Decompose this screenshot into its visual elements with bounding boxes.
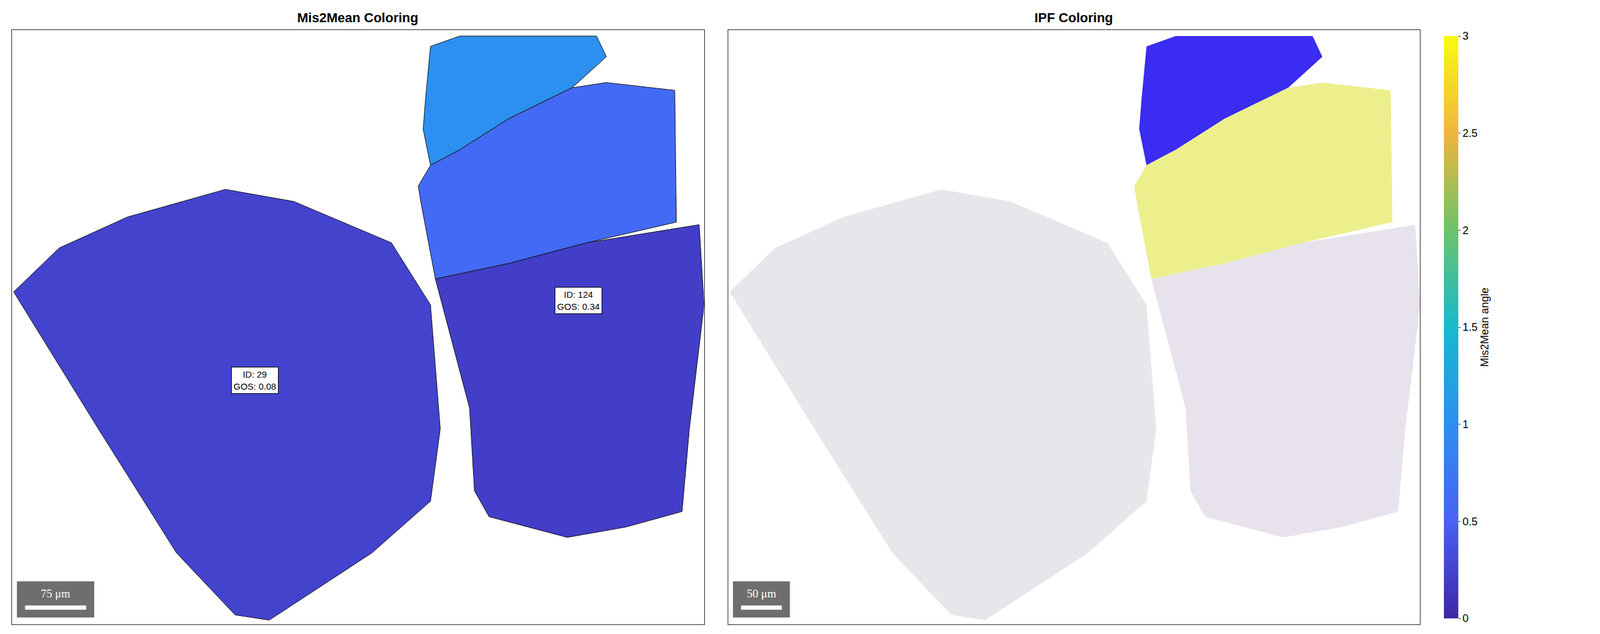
svg-text:1.5: 1.5 (1462, 321, 1478, 334)
svg-text:Mis2Mean Coloring: Mis2Mean Coloring (297, 10, 419, 26)
svg-text:1: 1 (1462, 418, 1469, 431)
svg-text:0.5: 0.5 (1462, 515, 1478, 528)
svg-text:Mis2Mean angle: Mis2Mean angle (1478, 287, 1491, 367)
svg-text:3: 3 (1462, 30, 1469, 43)
svg-text:2.5: 2.5 (1462, 127, 1478, 140)
svg-text:ID: 29GOS: 0.08: ID: 29GOS: 0.08 (233, 369, 277, 392)
svg-text:75 μm: 75 μm (40, 587, 71, 600)
svg-text:IPF Coloring: IPF Coloring (1034, 10, 1114, 26)
svg-text:ID: 124GOS: 0.34: ID: 124GOS: 0.34 (557, 289, 600, 312)
svg-text:50 μm: 50 μm (746, 587, 777, 600)
svg-text:0: 0 (1462, 612, 1469, 625)
svg-text:2: 2 (1462, 224, 1469, 237)
